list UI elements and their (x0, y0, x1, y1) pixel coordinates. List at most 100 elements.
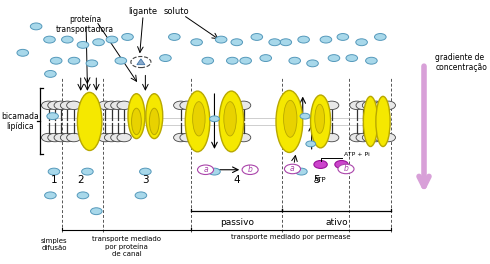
Circle shape (67, 133, 81, 142)
Circle shape (180, 133, 194, 142)
Text: soluto: soluto (164, 7, 189, 16)
Circle shape (314, 161, 327, 168)
Circle shape (338, 164, 354, 174)
Text: a: a (290, 164, 295, 173)
Circle shape (173, 101, 188, 110)
Circle shape (242, 165, 258, 175)
Circle shape (350, 101, 364, 110)
Text: b: b (247, 165, 252, 174)
Circle shape (104, 133, 119, 142)
Circle shape (356, 101, 370, 110)
Circle shape (82, 168, 93, 175)
Circle shape (111, 101, 125, 110)
Circle shape (240, 57, 251, 64)
Ellipse shape (149, 108, 159, 135)
Circle shape (381, 133, 395, 142)
Text: bicamada
lipídica: bicamada lipídica (1, 112, 39, 131)
Circle shape (44, 36, 55, 43)
Text: 5: 5 (313, 175, 319, 185)
Circle shape (117, 133, 131, 142)
Circle shape (374, 34, 386, 40)
Circle shape (77, 192, 89, 199)
Ellipse shape (193, 102, 205, 136)
Circle shape (160, 55, 171, 62)
Circle shape (60, 101, 74, 110)
Circle shape (375, 101, 389, 110)
Circle shape (226, 57, 238, 64)
Text: ATP + Pi: ATP + Pi (344, 152, 369, 157)
Text: simples
difusão: simples difusão (41, 238, 67, 251)
Circle shape (280, 39, 292, 46)
Circle shape (50, 57, 62, 64)
Ellipse shape (77, 92, 102, 150)
Circle shape (67, 101, 81, 110)
Circle shape (42, 101, 56, 110)
Circle shape (350, 133, 364, 142)
Circle shape (169, 34, 180, 40)
Text: 1: 1 (50, 175, 57, 185)
Circle shape (231, 39, 243, 46)
Circle shape (62, 36, 73, 43)
Circle shape (337, 34, 349, 40)
Circle shape (375, 133, 389, 142)
Circle shape (366, 57, 377, 64)
Text: 2: 2 (77, 175, 84, 185)
Circle shape (111, 133, 125, 142)
Circle shape (202, 57, 214, 64)
Circle shape (117, 101, 131, 110)
Circle shape (45, 70, 56, 77)
Text: ligante: ligante (128, 7, 158, 16)
Circle shape (180, 101, 194, 110)
Circle shape (91, 208, 102, 215)
Circle shape (115, 57, 126, 64)
Circle shape (320, 36, 332, 43)
Circle shape (77, 41, 89, 48)
Text: 3: 3 (142, 175, 148, 185)
Circle shape (45, 192, 56, 199)
Circle shape (295, 168, 307, 175)
Circle shape (30, 23, 42, 30)
Circle shape (216, 36, 227, 43)
Circle shape (173, 133, 188, 142)
Circle shape (237, 101, 251, 110)
Circle shape (60, 133, 74, 142)
Bar (47, 88, 391, 154)
Ellipse shape (219, 91, 244, 152)
Circle shape (48, 133, 62, 142)
Circle shape (86, 60, 98, 67)
Ellipse shape (224, 102, 236, 136)
Circle shape (140, 168, 151, 175)
Circle shape (368, 133, 383, 142)
Circle shape (209, 168, 221, 175)
Circle shape (285, 164, 300, 174)
Text: ativo: ativo (325, 218, 348, 227)
Circle shape (98, 133, 112, 142)
Circle shape (191, 39, 202, 46)
Circle shape (356, 39, 368, 46)
Circle shape (237, 133, 251, 142)
Circle shape (135, 192, 147, 199)
Ellipse shape (276, 90, 303, 152)
Circle shape (362, 101, 377, 110)
Circle shape (230, 133, 245, 142)
Circle shape (210, 116, 220, 122)
Ellipse shape (311, 95, 331, 148)
Circle shape (298, 36, 309, 43)
Ellipse shape (376, 96, 390, 147)
Ellipse shape (185, 91, 210, 152)
Circle shape (335, 161, 348, 168)
Circle shape (324, 101, 339, 110)
Circle shape (289, 57, 300, 64)
Text: transporte mediado por permease: transporte mediado por permease (231, 234, 351, 241)
Ellipse shape (315, 104, 324, 133)
Text: 4: 4 (233, 175, 240, 185)
Circle shape (230, 101, 245, 110)
Circle shape (106, 36, 118, 43)
Ellipse shape (128, 94, 145, 139)
Circle shape (197, 165, 214, 175)
Circle shape (307, 60, 318, 67)
Circle shape (269, 39, 280, 46)
Text: transporte mediado
por proteína
de canal: transporte mediado por proteína de canal (92, 236, 161, 257)
Text: passivo: passivo (220, 218, 254, 227)
Text: a: a (203, 165, 208, 174)
